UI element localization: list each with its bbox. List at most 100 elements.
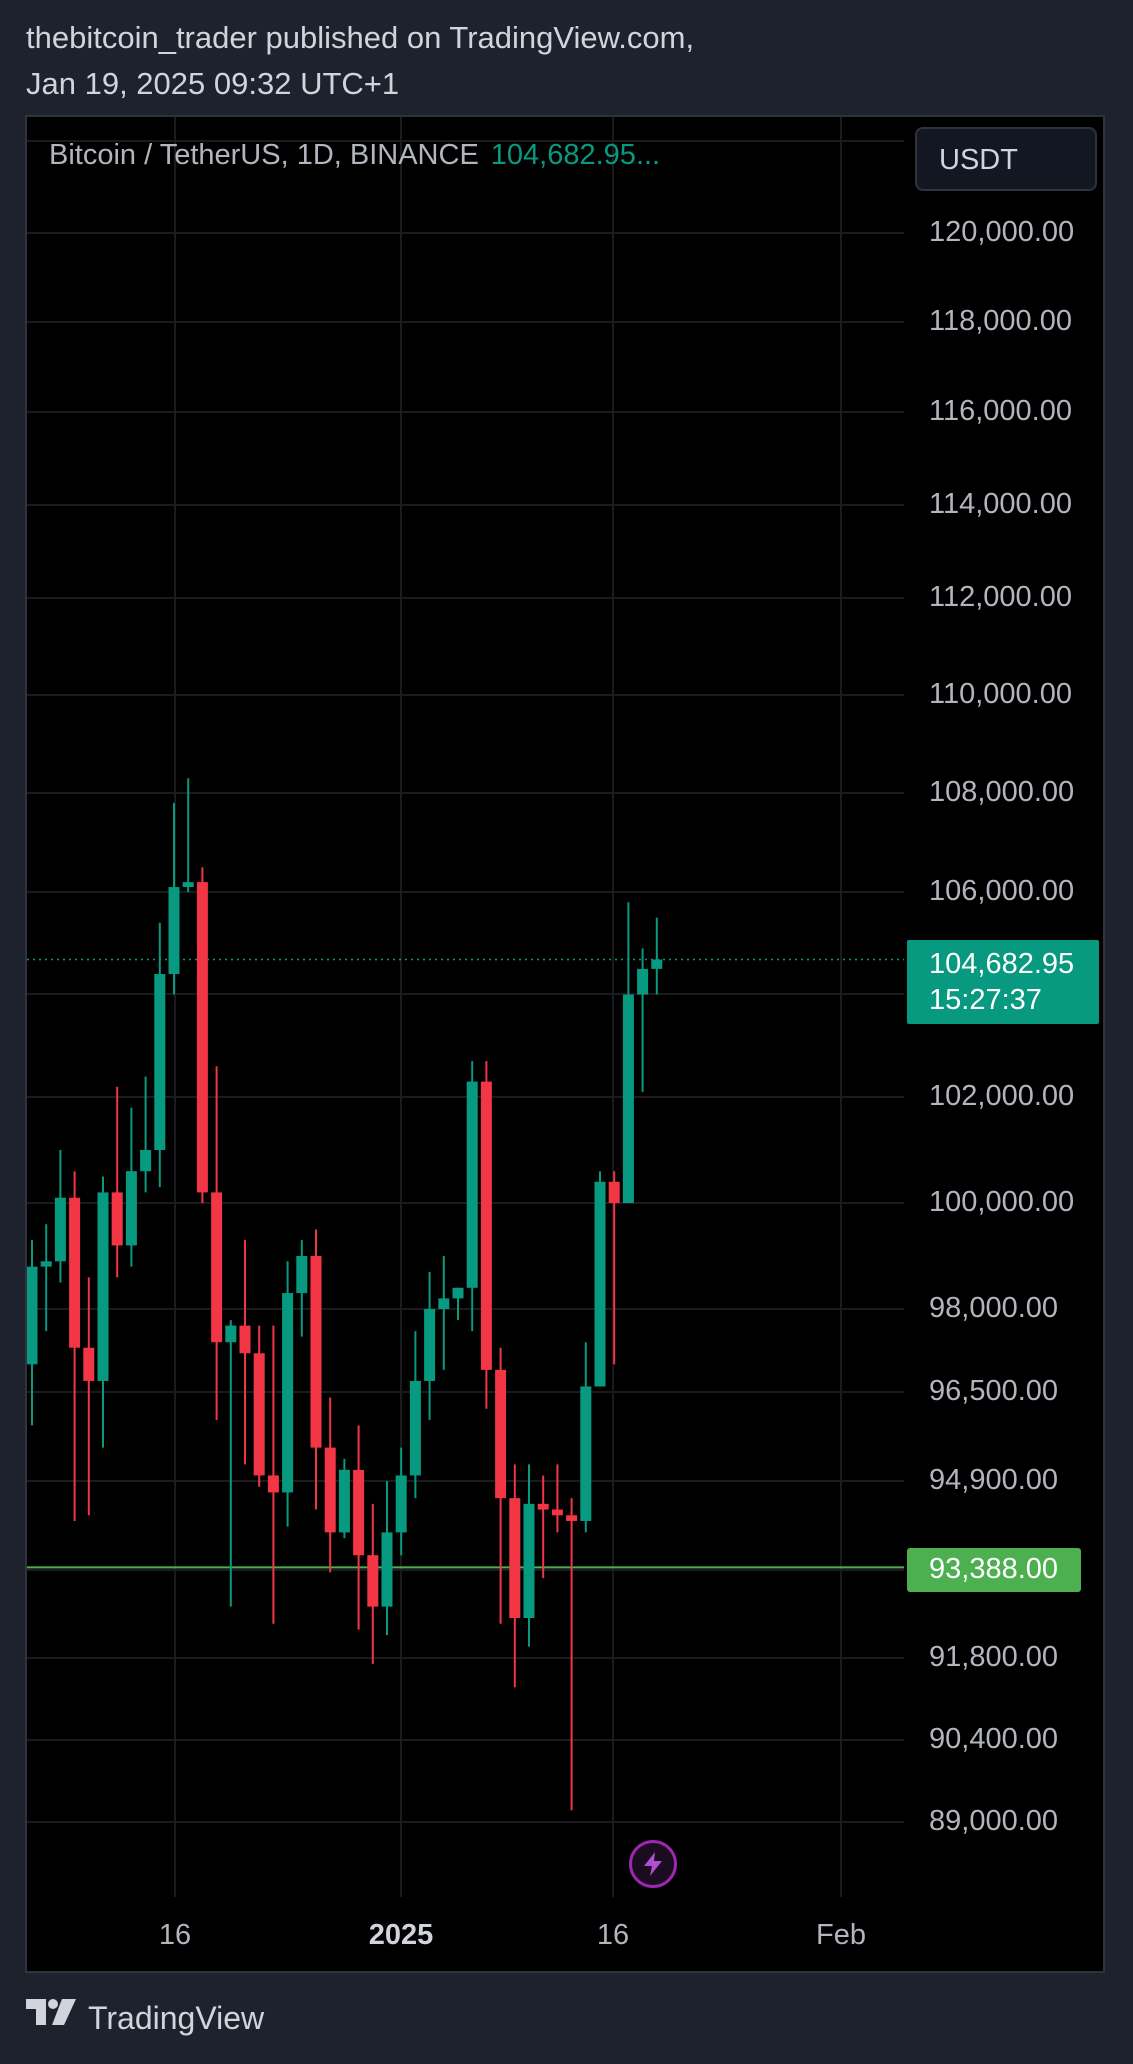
candle-body (97, 1192, 109, 1381)
candle-body (83, 1347, 95, 1381)
candle-body (182, 882, 194, 888)
y-tick-label: 120,000.00 (929, 216, 1075, 248)
candle-body (637, 968, 649, 995)
candle-body (27, 1266, 38, 1365)
candle (282, 1261, 294, 1527)
candle (537, 1475, 549, 1579)
y-tick-label: 118,000.00 (929, 305, 1072, 337)
candle (637, 948, 649, 1092)
candle (424, 1271, 436, 1420)
candle-body (367, 1555, 379, 1607)
candle (154, 922, 166, 1188)
x-tick-label: 16 (158, 1919, 192, 1951)
candle-body (125, 1171, 137, 1246)
y-tick-label: 108,000.00 (929, 776, 1075, 808)
candle-body (594, 1181, 606, 1387)
candle-body (69, 1197, 81, 1348)
candle-body (140, 1150, 152, 1172)
chart-panel[interactable]: Bitcoin / TetherUS, 1D, BINANCE 104,682.9… (25, 115, 1105, 1973)
candle-body (196, 882, 208, 1193)
y-tick-label: 102,000.00 (929, 1080, 1075, 1112)
candle (566, 1498, 578, 1811)
candle-body (381, 1532, 393, 1607)
symbol-legend[interactable]: Bitcoin / TetherUS, 1D, BINANCE 104,682.9… (49, 139, 660, 172)
candle (267, 1325, 279, 1624)
candle (651, 917, 663, 995)
y-tick-label: 91,800.00 (929, 1641, 1059, 1673)
candle (225, 1320, 237, 1607)
candle-body (310, 1256, 322, 1448)
candle-body (225, 1325, 237, 1343)
candle-body (168, 887, 180, 974)
candle (83, 1277, 95, 1516)
candle-body (651, 959, 663, 969)
tradingview-logo-icon[interactable] (26, 1999, 78, 2025)
candle-body (211, 1192, 223, 1343)
candle-body (622, 994, 634, 1203)
candle (239, 1240, 251, 1465)
y-tick-label: 90,400.00 (929, 1723, 1059, 1755)
candle-body (154, 974, 166, 1150)
y-tick-label: 106,000.00 (929, 875, 1075, 907)
publish-date: Jan 19, 2025 09:32 UTC+1 (26, 66, 400, 101)
candle-body (551, 1509, 563, 1516)
candle (551, 1464, 563, 1533)
candle-body (111, 1192, 123, 1246)
candle-body (239, 1325, 251, 1354)
candle (438, 1256, 450, 1370)
x-tick-label: 16 (596, 1919, 630, 1951)
y-tick-label: 114,000.00 (929, 488, 1072, 520)
candle-body (353, 1469, 365, 1556)
candle (182, 778, 194, 892)
candle (324, 1397, 336, 1573)
candle (111, 1086, 123, 1278)
candlestick-chart[interactable] (27, 117, 1103, 1971)
grid-lines (27, 117, 904, 1897)
candle-body (54, 1197, 66, 1262)
y-tick-label: 100,000.00 (929, 1186, 1075, 1218)
candle (296, 1240, 308, 1337)
candle (353, 1425, 365, 1630)
candle (140, 1076, 152, 1193)
price-levels (27, 958, 904, 1569)
candle-body (296, 1256, 308, 1294)
last-price-tag: 104,682.95 15:27:37 (907, 940, 1099, 1024)
candle (622, 902, 634, 1203)
bar-countdown: 15:27:37 (929, 984, 1042, 1016)
horizontal-level-tag[interactable]: 93,388.00 (907, 1548, 1081, 1592)
y-tick-label: 116,000.00 (929, 395, 1072, 427)
candle (40, 1224, 52, 1332)
candle-body (253, 1353, 265, 1476)
lightning-icon[interactable] (629, 1840, 677, 1888)
symbol-name[interactable]: Bitcoin / TetherUS, 1D, BINANCE (49, 139, 479, 171)
candle (69, 1171, 81, 1521)
candle-body (566, 1515, 578, 1521)
publisher-line: thebitcoin_trader published on TradingVi… (26, 20, 695, 55)
candle (196, 867, 208, 1203)
candle (253, 1325, 265, 1487)
y-tick-label: 89,000.00 (929, 1805, 1059, 1837)
x-tick-label: 2025 (368, 1919, 434, 1951)
candle (310, 1229, 322, 1510)
candle (395, 1447, 407, 1556)
candle (409, 1331, 421, 1499)
candle (367, 1503, 379, 1664)
y-tick-label: 96,500.00 (929, 1375, 1059, 1407)
candle-body (495, 1369, 507, 1499)
candle-body (338, 1469, 350, 1533)
candle-body (282, 1293, 294, 1493)
candles (27, 778, 663, 1811)
candle-body (267, 1475, 279, 1493)
candle (338, 1458, 350, 1539)
candle-body (324, 1447, 336, 1533)
y-tick-label: 110,000.00 (929, 678, 1072, 710)
candle (168, 802, 180, 995)
candle-body (608, 1181, 620, 1203)
candle (211, 1066, 223, 1420)
candle (480, 1061, 492, 1409)
candle (594, 1171, 606, 1387)
currency-button[interactable]: USDT (915, 127, 1097, 191)
candle-body (438, 1298, 450, 1309)
footer-brand[interactable]: TradingView (88, 2000, 265, 2036)
candle-body (452, 1287, 464, 1299)
